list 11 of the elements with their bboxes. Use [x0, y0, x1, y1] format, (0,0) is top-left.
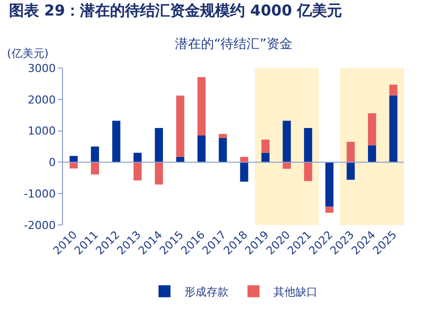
legend-label: 形成存款 — [184, 286, 228, 299]
y-tick-label: -1000 — [24, 187, 56, 200]
chart-title: 图表 29：潜在的待结汇资金规模约 4000 亿美元 — [8, 1, 342, 20]
chart-subtitle: 潜在的“待结汇”资金 — [175, 37, 292, 52]
y-tick-label: 2000 — [28, 93, 56, 106]
legend-label: 其他缺口 — [274, 286, 318, 299]
y-tick-label: -2000 — [24, 218, 56, 232]
y-tick-label: 3000 — [28, 62, 56, 75]
y-axis-title: (亿美元) — [7, 47, 49, 60]
y-tick-label: 1000 — [28, 124, 56, 138]
y-tick-label: 0 — [48, 156, 56, 170]
